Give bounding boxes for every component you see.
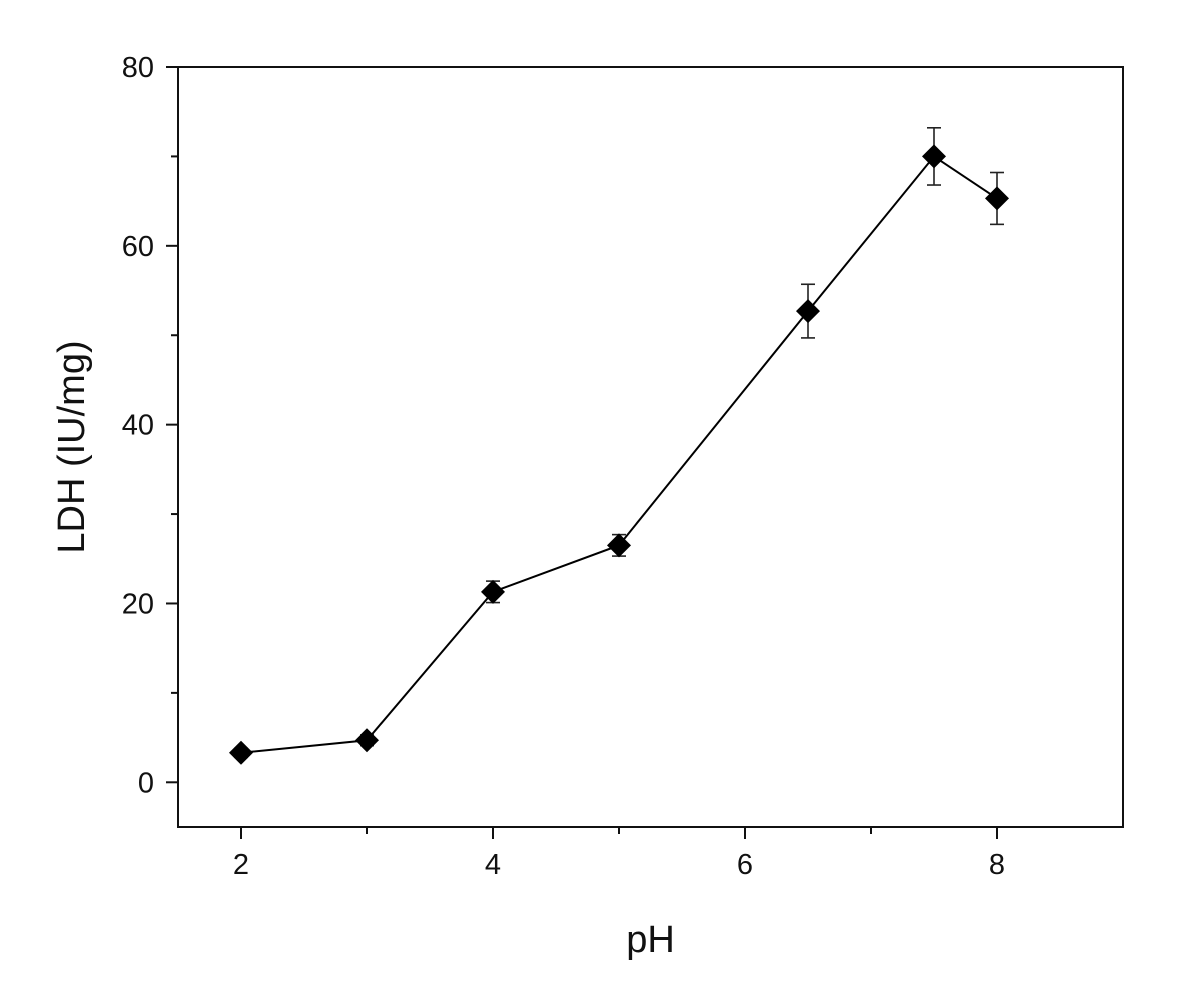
- data-point-marker: [355, 728, 379, 753]
- y-tick-label: 0: [138, 767, 154, 799]
- plot-frame: [177, 66, 1124, 828]
- data-point-marker: [481, 579, 505, 604]
- x-axis-label: pH: [626, 919, 675, 961]
- data-point-marker: [922, 144, 946, 169]
- x-tick-label: 2: [233, 849, 249, 881]
- data-point-marker: [985, 186, 1009, 211]
- data-series: [229, 127, 1009, 765]
- y-axis-label: LDH (IU/mg): [51, 340, 93, 553]
- data-point-marker: [796, 299, 820, 324]
- y-tick-label: 60: [122, 231, 154, 263]
- x-tick-label: 6: [737, 849, 753, 881]
- x-tick-label: 8: [989, 849, 1005, 881]
- y-tick-label: 80: [122, 52, 154, 84]
- plot-border: [177, 66, 1124, 828]
- series-line: [240, 155, 998, 754]
- y-tick-label: 40: [122, 410, 154, 442]
- y-tick-label: 20: [122, 588, 154, 620]
- data-point-marker: [229, 740, 253, 765]
- x-tick-label: 4: [485, 849, 501, 881]
- data-point-marker: [607, 533, 631, 558]
